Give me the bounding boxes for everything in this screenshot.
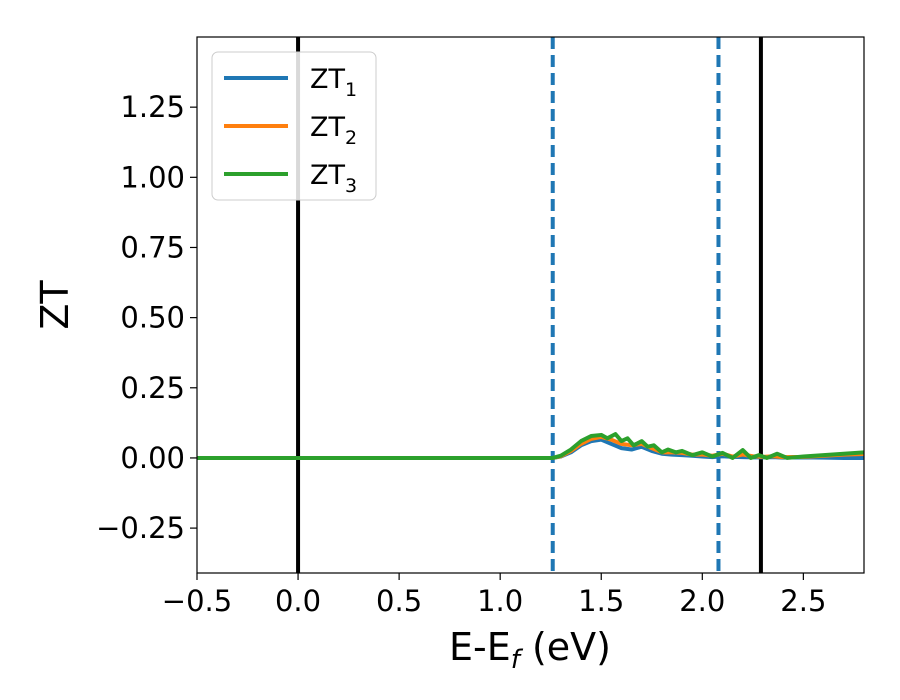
x-tick-label: −0.5 — [162, 584, 232, 618]
x-tick-label: 2.0 — [679, 584, 725, 618]
legend: ZT1 ZT2 ZT3 — [211, 51, 377, 201]
x-axis-ticks: −0.5 0.0 0.5 1.0 1.5 2.0 2.5 — [162, 573, 826, 618]
x-tick-label: 2.5 — [780, 584, 826, 618]
plot-area-frame — [196, 36, 865, 574]
y-tick-label: 1.00 — [120, 160, 185, 194]
x-axis-label: E-Ef (eV) — [449, 625, 611, 675]
legend-frame — [211, 51, 377, 201]
y-tick-label: 1.25 — [120, 90, 185, 124]
series-line-zt3 — [197, 432, 864, 460]
x-tick-label: 1.5 — [578, 584, 624, 618]
y-axis-ticks: −0.25 0.00 0.25 0.50 0.75 1.00 1.25 — [96, 90, 197, 545]
x-tick-label: 1.0 — [477, 584, 523, 618]
y-tick-label: 0.25 — [120, 371, 185, 405]
legend-label-zt3: ZT3 — [310, 160, 357, 197]
x-tick-label: 0.5 — [376, 584, 422, 618]
y-tick-label: −0.25 — [96, 511, 185, 545]
legend-label-zt1: ZT1 — [310, 64, 357, 101]
y-tick-label: 0.00 — [120, 441, 185, 475]
series-lines — [197, 432, 864, 460]
y-tick-label: 0.75 — [120, 230, 185, 264]
y-axis-label: ZT — [33, 280, 77, 330]
legend-label-zt2: ZT2 — [310, 112, 357, 149]
y-tick-label: 0.50 — [120, 301, 185, 335]
x-tick-label: 0.0 — [275, 584, 321, 618]
